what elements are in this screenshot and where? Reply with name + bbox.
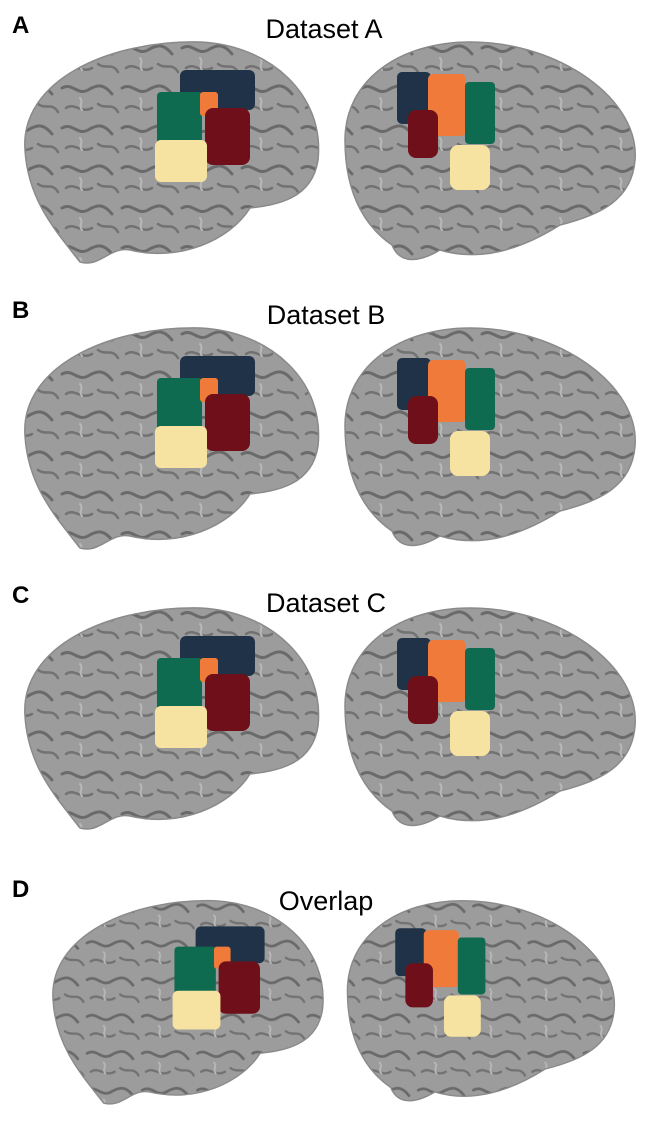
brain-render (25, 608, 635, 829)
panel-label: D (12, 876, 29, 903)
brain-render (25, 328, 635, 549)
panel-title: Dataset B (267, 300, 386, 330)
panel-label: B (12, 297, 29, 324)
panel-title: Dataset A (265, 14, 382, 44)
figure: A Dataset A B Dataset B C Dataset C D Ov… (0, 0, 649, 1128)
panel-a: A Dataset A (12, 12, 635, 263)
panel-label: A (12, 12, 29, 39)
panel-b: B Dataset B (12, 297, 635, 549)
page: {"panels": [ {"label": "A", "title": "Da… (0, 0, 649, 1128)
panel-title: Dataset C (266, 588, 386, 618)
panel-label: C (12, 582, 29, 609)
brain-render (25, 42, 635, 263)
brain-render (53, 901, 615, 1104)
panel-title: Overlap (279, 886, 374, 916)
panel-d: D Overlap (12, 876, 614, 1104)
panel-c: C Dataset C (12, 582, 635, 829)
